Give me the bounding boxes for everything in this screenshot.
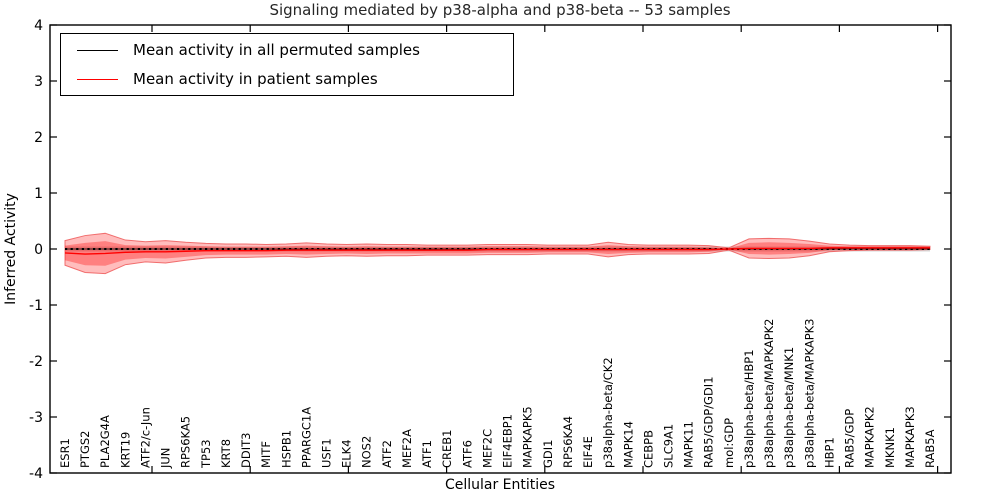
x-tick-label: CEBPB bbox=[641, 430, 655, 468]
legend-line-red bbox=[77, 79, 118, 80]
x-tick-label: TP53 bbox=[199, 439, 213, 469]
x-tick-label: RPS6KA5 bbox=[179, 416, 193, 468]
x-tick-label: ATF2 bbox=[380, 440, 394, 468]
legend: Mean activity in all permuted samples Me… bbox=[60, 33, 514, 96]
x-tick-label: KRT8 bbox=[219, 439, 233, 468]
x-tick-label: EIF4EBP1 bbox=[501, 414, 515, 468]
x-tick-label: SLC9A1 bbox=[661, 424, 675, 468]
y-tick-label: 2 bbox=[34, 130, 43, 146]
x-tick-label: ATF2/c-Jun bbox=[138, 407, 152, 468]
x-tick-label: USF1 bbox=[320, 438, 334, 468]
x-tick-label: MEF2C bbox=[480, 429, 494, 468]
y-tick-label: 3 bbox=[34, 74, 43, 90]
x-tick-label: RAB5A bbox=[923, 429, 937, 468]
x-tick-label: p38alpha-beta/MAPKAPK3 bbox=[802, 319, 816, 469]
x-tick-label: ATF6 bbox=[460, 440, 474, 468]
x-tick-label: KRT19 bbox=[118, 432, 132, 468]
x-tick-label: mol:GDP bbox=[722, 418, 736, 468]
x-tick-label: p38alpha-beta/HBP1 bbox=[742, 349, 756, 468]
x-tick-label: p38alpha-beta/MNK1 bbox=[782, 347, 796, 468]
y-tick-label: -4 bbox=[29, 466, 43, 482]
x-tick-label: ATF1 bbox=[420, 440, 434, 468]
x-tick-label: DDIT3 bbox=[239, 433, 253, 468]
legend-item-patient: Mean activity in patient samples bbox=[61, 66, 513, 92]
x-tick-label: GDI1 bbox=[541, 440, 555, 468]
legend-item-permuted: Mean activity in all permuted samples bbox=[61, 37, 513, 63]
x-tick-label: MAPK11 bbox=[682, 421, 696, 468]
x-tick-label: ELK4 bbox=[340, 439, 354, 468]
legend-label-permuted: Mean activity in all permuted samples bbox=[133, 41, 420, 59]
x-tick-label: MKNK1 bbox=[883, 427, 897, 468]
x-tick-label: NOS2 bbox=[360, 436, 374, 468]
x-tick-label: RAB5/GDP/GDI1 bbox=[702, 376, 716, 468]
x-tick-label: PTGS2 bbox=[78, 431, 92, 469]
x-tick-label: p38alpha-beta/CK2 bbox=[601, 357, 615, 468]
legend-line-black bbox=[77, 50, 118, 51]
x-tick-label: MEF2A bbox=[400, 429, 414, 468]
x-tick-label: RPS6KA4 bbox=[561, 416, 575, 468]
y-tick-label: 4 bbox=[34, 18, 43, 34]
x-tick-label: JUN bbox=[159, 448, 173, 469]
y-tick-label: 1 bbox=[34, 186, 43, 202]
x-tick-label: PPARGC1A bbox=[299, 407, 313, 468]
x-tick-label: p38alpha-beta/MAPKAPK2 bbox=[762, 319, 776, 469]
y-tick-label: -1 bbox=[29, 298, 43, 314]
x-tick-label: MAPKAPK2 bbox=[863, 406, 877, 468]
x-tick-label: MAPKAPK5 bbox=[521, 406, 535, 468]
x-tick-label: PLA2G4A bbox=[98, 415, 112, 468]
figure: Signaling mediated by p38-alpha and p38-… bbox=[0, 0, 1000, 500]
y-tick-label: -3 bbox=[29, 410, 43, 426]
x-tick-label: MAPKAPK3 bbox=[903, 406, 917, 468]
x-tick-label: MITF bbox=[259, 441, 273, 468]
x-tick-label: MAPK14 bbox=[621, 421, 635, 468]
y-tick-label: -2 bbox=[29, 354, 43, 370]
y-tick-label: 0 bbox=[34, 242, 43, 258]
x-tick-label: EIF4E bbox=[581, 436, 595, 468]
x-tick-label: RAB5/GDP bbox=[843, 409, 857, 468]
x-tick-label: ESR1 bbox=[58, 438, 72, 468]
x-tick-label: HBP1 bbox=[822, 437, 836, 468]
x-tick-label: CREB1 bbox=[440, 430, 454, 469]
x-tick-label: HSPB1 bbox=[279, 430, 293, 468]
legend-label-patient: Mean activity in patient samples bbox=[133, 70, 378, 88]
